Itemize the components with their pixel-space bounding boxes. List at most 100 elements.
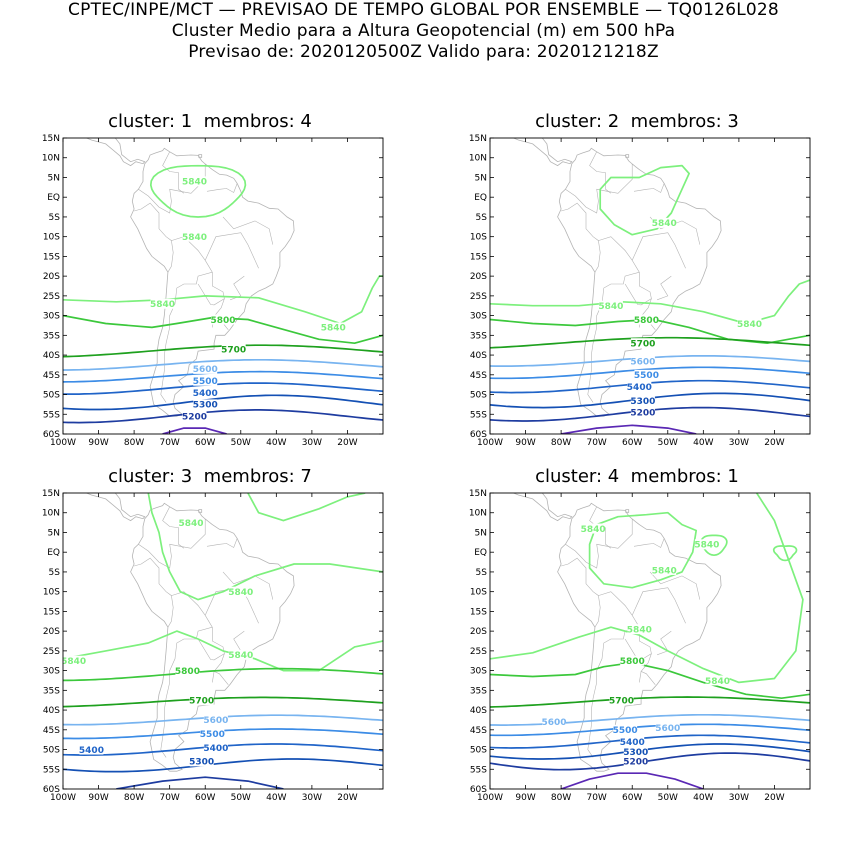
contour-line-5840 bbox=[147, 493, 383, 601]
lon-tick-label: 20W bbox=[337, 438, 357, 448]
contour-label: 5840 bbox=[581, 525, 606, 535]
coastline-island bbox=[625, 154, 630, 158]
contour-label: 5500 bbox=[200, 730, 225, 740]
lat-tick-label: 60S bbox=[470, 430, 487, 440]
contour-label: 5800 bbox=[210, 316, 235, 326]
lat-tick-label: 50S bbox=[470, 746, 487, 756]
lat-tick-label: 55S bbox=[43, 765, 60, 775]
lat-tick-label: 15S bbox=[43, 252, 60, 262]
contour-label: 5600 bbox=[193, 365, 218, 375]
country-border bbox=[649, 571, 701, 600]
country-border bbox=[138, 164, 206, 214]
lon-tick-label: 60W bbox=[622, 438, 642, 448]
contour-map: 5840 5840 5840 5840 5800 5700 5600 5500 5400 5400… bbox=[42, 480, 384, 803]
lat-tick-label: 15S bbox=[470, 607, 487, 617]
lat-tick-label: 45S bbox=[43, 371, 60, 381]
lon-tick-label: 70W bbox=[159, 438, 179, 448]
lat-tick-label: 15S bbox=[470, 252, 487, 262]
coastline-central-america bbox=[512, 493, 573, 522]
map-layers: 5840 5840 5840 5840 5840 5800 5700 5600 5600 5500… bbox=[490, 474, 810, 789]
lon-tick-label: 80W bbox=[124, 438, 144, 448]
lat-tick-label: 5S bbox=[49, 568, 61, 578]
contour-label-bg bbox=[737, 318, 762, 329]
contour-label-bg bbox=[542, 716, 566, 727]
contour-label: 5400 bbox=[193, 389, 218, 399]
panel-title: cluster: 2 membros: 3 bbox=[535, 111, 739, 132]
contour-label: 5840 bbox=[150, 300, 175, 310]
lat-tick-label: 60S bbox=[43, 430, 60, 440]
contour-label-bg bbox=[182, 411, 207, 422]
contour-label-bg bbox=[620, 736, 645, 747]
coastline-island bbox=[568, 480, 575, 482]
lat-tick-label: 10S bbox=[470, 588, 487, 598]
contour-label: 5840 bbox=[694, 541, 719, 551]
contour-label-bg bbox=[620, 655, 645, 666]
contour-line-5500 bbox=[490, 723, 810, 737]
lat-tick-label: 25S bbox=[43, 292, 60, 302]
lat-tick-label: 10S bbox=[43, 588, 60, 598]
contour-label: 5840 bbox=[627, 625, 652, 635]
country-border bbox=[589, 151, 612, 194]
contour-label-bg bbox=[598, 300, 623, 311]
contour-label-bg bbox=[228, 649, 253, 660]
contour-label-bg bbox=[211, 314, 235, 325]
contour-label-bg bbox=[203, 742, 228, 753]
lat-tick-label: 20S bbox=[470, 272, 487, 282]
lon-tick-label: 40W bbox=[693, 793, 713, 803]
country-border bbox=[206, 183, 238, 193]
lon-tick-label: 70W bbox=[159, 793, 179, 803]
lat-tick-label: EQ bbox=[47, 548, 60, 558]
country-border bbox=[565, 519, 633, 569]
contour-label-bg bbox=[609, 695, 634, 706]
country-border bbox=[229, 275, 245, 301]
contour-line-5400 bbox=[63, 382, 383, 395]
contour-label-bg bbox=[175, 665, 200, 676]
country-border bbox=[633, 538, 665, 548]
lat-axis: 15N10N5NEQ5S10S15S20S25S30S35S40S45S50S5… bbox=[469, 489, 810, 795]
contour-label-bg bbox=[623, 746, 648, 757]
lat-tick-label: 5N bbox=[48, 173, 60, 183]
country-border bbox=[222, 216, 274, 245]
lon-tick-label: 30W bbox=[302, 438, 322, 448]
lon-tick-label: 70W bbox=[586, 438, 606, 448]
contour-map: 5840 5840 5840 5840 5840 5800 5700 5600 5600 5500… bbox=[469, 474, 811, 803]
lat-tick-label: 15N bbox=[469, 489, 487, 499]
coastline-island bbox=[179, 480, 185, 482]
lat-tick-label: 50S bbox=[470, 391, 487, 401]
coastline-island bbox=[581, 119, 602, 126]
coastline-layer bbox=[85, 119, 295, 417]
contour-label: 5400 bbox=[79, 746, 104, 756]
lon-tick-label: 80W bbox=[551, 793, 571, 803]
country-border bbox=[631, 232, 686, 269]
contour-label-bg bbox=[694, 539, 719, 550]
contour-label: 5500 bbox=[634, 371, 659, 381]
contour-label-bg bbox=[630, 395, 655, 406]
lat-tick-label: 15N bbox=[42, 489, 60, 499]
lat-tick-label: 45S bbox=[470, 371, 487, 381]
contour-line-5840 bbox=[490, 279, 810, 325]
coastline-south-america bbox=[130, 147, 295, 417]
coastline-island bbox=[625, 509, 630, 513]
contour-line-5200 bbox=[490, 752, 810, 771]
contour-label: 5840 bbox=[652, 219, 677, 229]
panel-cluster-1: cluster: 1 membros: 4 5840 5840 5840 5840 58… bbox=[0, 111, 420, 511]
lat-tick-label: 35S bbox=[470, 331, 487, 341]
contour-label-bg bbox=[655, 722, 680, 733]
contour-line-5500 bbox=[63, 370, 383, 383]
lon-tick-label: 100W bbox=[477, 793, 503, 803]
panel-cluster-2: cluster: 2 membros: 3 5840 5840 5840 5800 57… bbox=[427, 111, 847, 511]
lon-tick-label: 90W bbox=[515, 438, 535, 448]
country-border bbox=[134, 202, 174, 273]
contour-label: 5500 bbox=[613, 726, 638, 736]
contour-line-5500 bbox=[490, 366, 810, 380]
contour-label-bg bbox=[193, 387, 218, 398]
lon-tick-label: 60W bbox=[622, 793, 642, 803]
coastline-island bbox=[581, 474, 602, 481]
contour-label-bg bbox=[179, 517, 203, 528]
lat-tick-label: 10N bbox=[469, 154, 487, 164]
coastline-island bbox=[154, 119, 175, 126]
lat-tick-label: 5N bbox=[475, 528, 487, 538]
contour-label: 5400 bbox=[620, 738, 645, 748]
